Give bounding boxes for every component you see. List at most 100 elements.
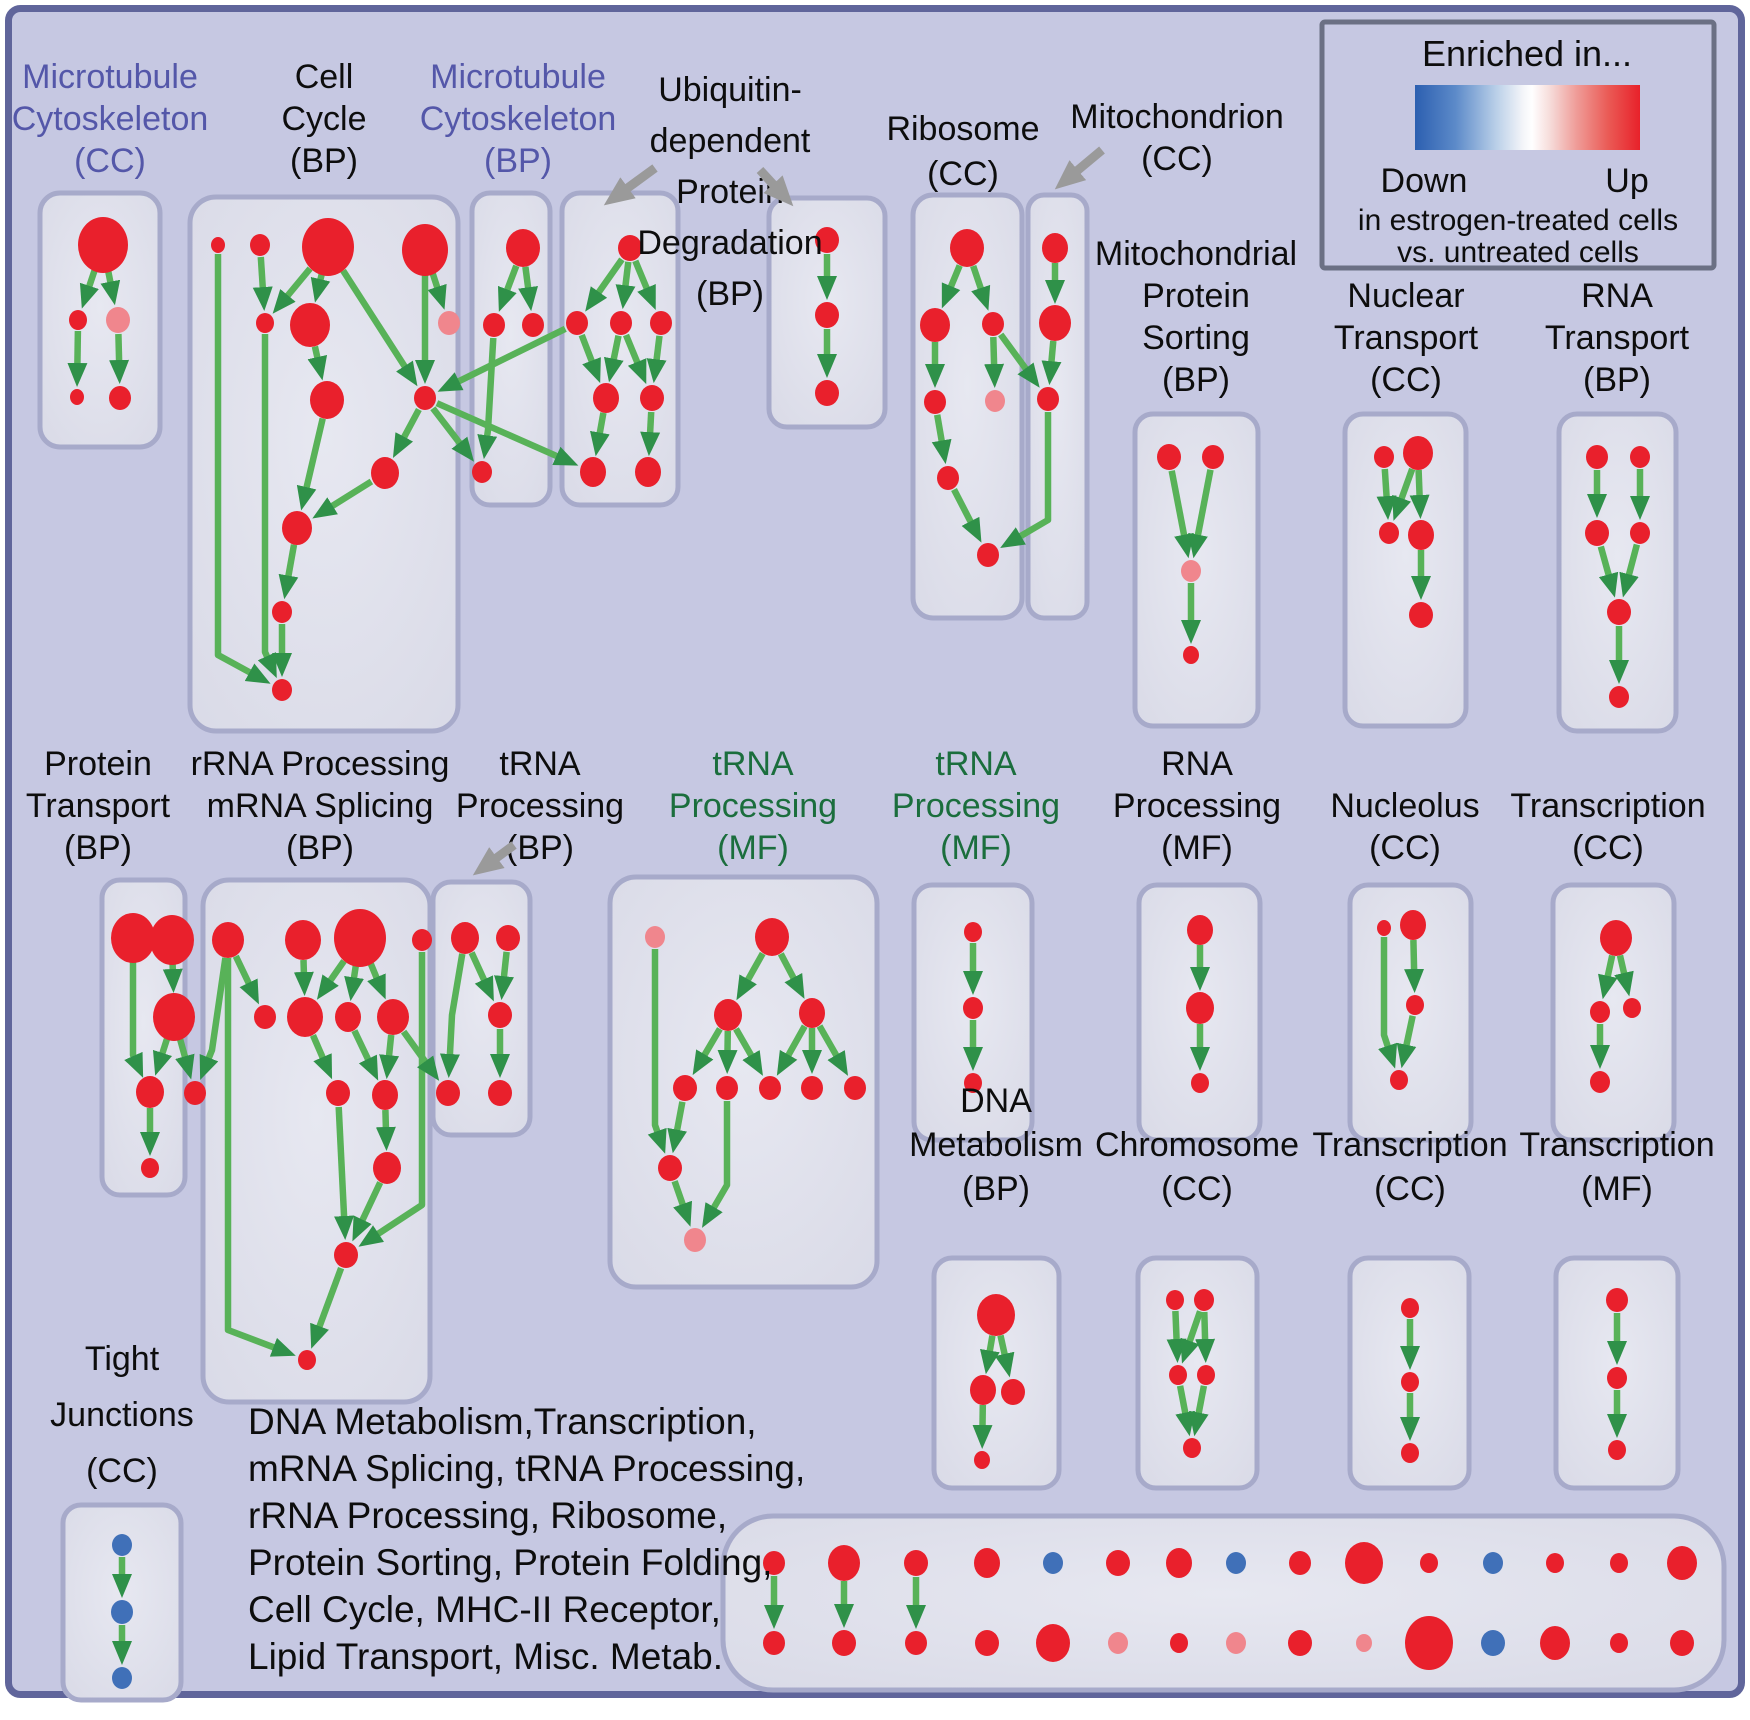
node-p5-red [184, 1081, 206, 1105]
node-x2-red [1186, 992, 1214, 1024]
node-m4-red [472, 461, 492, 483]
node-bl1b-red [763, 1631, 785, 1655]
node-c5-red [109, 386, 131, 410]
node-g9-red [326, 1080, 350, 1106]
node-r2-red [920, 308, 950, 342]
edge-k6-k13 [265, 334, 267, 657]
node-g6-red [287, 997, 323, 1037]
node-f9-red [844, 1076, 866, 1100]
node-h1-red [451, 922, 479, 954]
node-f10-red [658, 1155, 682, 1181]
node-bl10b-pink [1356, 1634, 1372, 1652]
node-m3-red [522, 313, 544, 337]
legend-title: Enriched in... [1422, 33, 1632, 74]
edge-f1-f10 [655, 949, 658, 1132]
node-g5-red [254, 1005, 276, 1029]
node-x3-red [1191, 1073, 1209, 1093]
edge-h2-h3 [504, 952, 507, 977]
node-o2-red [1039, 305, 1071, 341]
node-k11-red [282, 511, 312, 545]
node-k4-red [402, 224, 448, 276]
edge-u5-u7 [600, 413, 604, 434]
node-y4-red [1390, 1070, 1408, 1090]
node-h2-red [496, 925, 520, 951]
node-z3-red [1623, 998, 1641, 1018]
node-y3-red [1406, 995, 1424, 1015]
node-bl11b-red [1405, 1616, 1453, 1670]
node-g13-red [298, 1350, 316, 1370]
node-d4-red [974, 1451, 990, 1469]
node-bl5t-blue [1043, 1552, 1063, 1574]
node-z1-red [1600, 920, 1632, 956]
node-f6-red [716, 1076, 738, 1100]
edge-g3-g7 [354, 966, 356, 979]
node-f7-red [759, 1076, 781, 1100]
cluster-box-dnamet [934, 1258, 1059, 1488]
node-bl15b-red [1670, 1630, 1694, 1656]
edge-k3-k5 [320, 274, 321, 280]
node-d2-red [970, 1375, 996, 1405]
node-bl8t-blue [1226, 1552, 1246, 1574]
edge-c1-c3 [108, 272, 110, 283]
node-u6-red [640, 385, 664, 411]
legend-down-label: Down [1381, 162, 1468, 200]
node-g2-red [285, 920, 321, 960]
node-bl11t-red [1420, 1553, 1438, 1573]
legend-subtitle-line2: vs. untreated cells [1397, 236, 1639, 269]
node-bl14b-red [1610, 1633, 1628, 1653]
edge-g8-g10 [389, 1035, 391, 1056]
edge-t2-t4 [1419, 470, 1420, 496]
node-bl10t-red [1345, 1542, 1383, 1584]
node-c1-red [78, 217, 128, 273]
node-m1-red [506, 229, 540, 267]
node-k7-pink [438, 311, 460, 335]
node-bl7t-red [1166, 1548, 1192, 1578]
node-bl2t-red [828, 1545, 860, 1581]
node-y2-red [1400, 910, 1426, 940]
node-d1-red [977, 1294, 1015, 1336]
node-k2-red [250, 234, 270, 256]
node-c3-pink [106, 307, 130, 333]
node-o1-red [1042, 233, 1068, 263]
node-f2-red [755, 918, 789, 956]
node-z2-red [1590, 1001, 1610, 1023]
node-k12-red [272, 601, 292, 623]
node-u8-red [635, 457, 661, 487]
node-s2-red [1202, 445, 1224, 469]
edge-r3-r5 [993, 337, 994, 365]
node-tb3-red [1401, 1443, 1419, 1463]
node-j3-blue [112, 1667, 132, 1689]
node-h4-red [436, 1080, 460, 1106]
edge-u6-u8 [650, 412, 651, 433]
node-m2-red [483, 313, 505, 337]
node-z4-red [1590, 1071, 1610, 1093]
node-e4-red [1197, 1365, 1215, 1385]
node-f8-red [801, 1076, 823, 1100]
node-v3-red [815, 380, 839, 406]
node-t3-red [1379, 522, 1399, 544]
edge-p3-p4 [162, 1039, 167, 1054]
node-r6-red [937, 466, 959, 490]
node-q5-red [1607, 599, 1631, 625]
node-g1-red [212, 922, 244, 958]
node-y1-red [1377, 920, 1391, 936]
legend-gradient-bar [1415, 85, 1640, 150]
node-bl12t-blue [1483, 1552, 1503, 1574]
edge-c3-c5 [118, 334, 119, 361]
node-w2-red [963, 997, 983, 1019]
node-c4-red [70, 389, 84, 405]
node-w1-red [964, 922, 982, 942]
node-tb1-red [1401, 1298, 1419, 1318]
edge-u4-u6 [657, 336, 660, 360]
node-u7-red [580, 457, 606, 487]
node-h5-red [488, 1080, 512, 1106]
node-bl12b-blue [1481, 1630, 1505, 1656]
legend-up-label: Up [1605, 162, 1648, 200]
node-s4-red [1183, 646, 1199, 664]
edge-c2-c4 [77, 331, 78, 364]
node-bl2b-red [832, 1630, 856, 1656]
node-e5-red [1183, 1438, 1201, 1458]
edge-o2-o3 [1051, 341, 1053, 362]
edge-e2-e4 [1204, 1312, 1205, 1340]
